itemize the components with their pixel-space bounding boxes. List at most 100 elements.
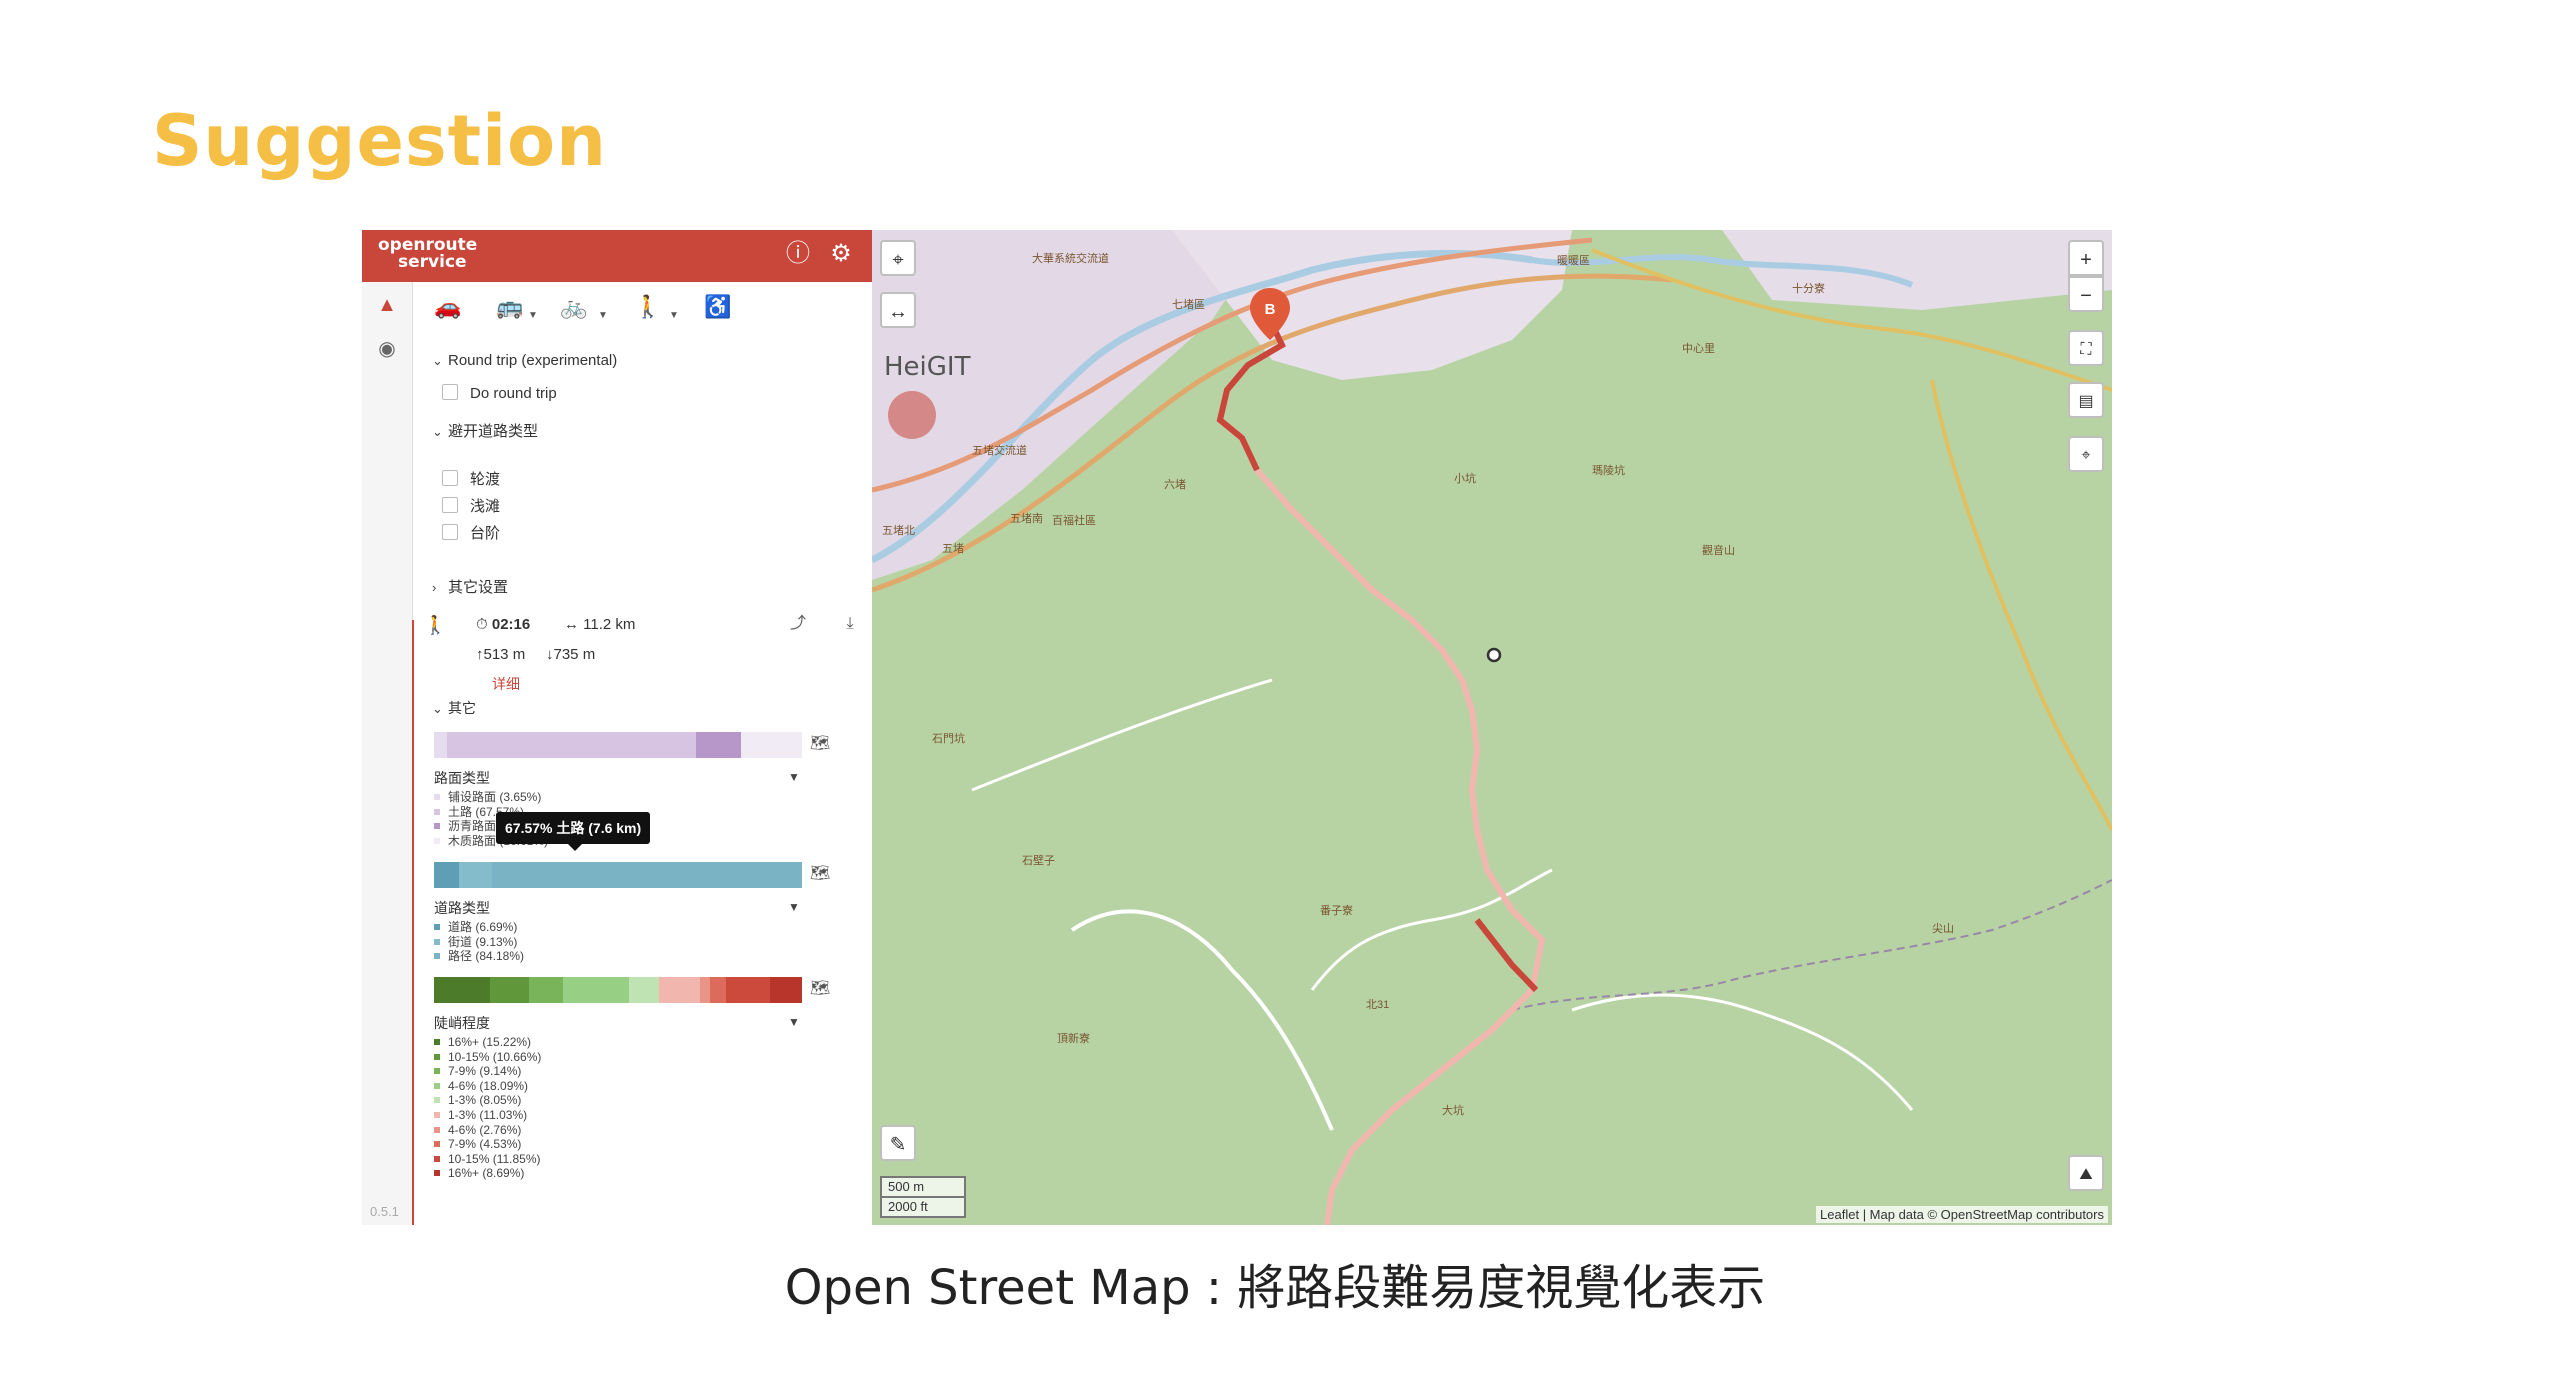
- steepness-bar-segment[interactable]: [726, 977, 770, 1003]
- avoid-ferry-option[interactable]: 轮渡: [442, 468, 500, 489]
- location-pin-icon[interactable]: ⌖: [880, 240, 916, 276]
- steepness-bar-segment[interactable]: [709, 977, 727, 1003]
- chevron-down-icon[interactable]: ▼: [669, 310, 679, 321]
- map-label: 大坑: [1442, 1105, 1464, 1117]
- route-line-steep[interactable]: [1216, 318, 1286, 472]
- map-icon[interactable]: 🗺: [808, 977, 832, 1001]
- ascent-value: 513 m: [483, 646, 526, 663]
- map-view[interactable]: B HeiGIT 七堵區 暖暖區 大華系統交流道 五堵交流道 百福社區 五堵北 …: [872, 230, 2112, 1225]
- slide-caption: Open Street Map : 將路段難易度視覺化表示: [784, 1260, 1766, 1316]
- avoid-ford-option[interactable]: 浅滩: [442, 495, 500, 516]
- steepness-bar-segment[interactable]: [658, 977, 700, 1003]
- steepness-bar-segment[interactable]: [562, 977, 630, 1003]
- river: [872, 249, 1533, 564]
- legend-swatch: [434, 1155, 440, 1162]
- avoid-ford-label: 浅滩: [470, 498, 501, 515]
- map-canvas[interactable]: B: [872, 230, 2112, 1225]
- avoid-ford-checkbox[interactable]: [442, 497, 458, 513]
- wheelchair-icon[interactable]: ♿: [698, 292, 738, 322]
- legend-label: 铺设路面 (3.65%): [448, 790, 542, 804]
- bike-icon[interactable]: 🚲: [554, 292, 594, 322]
- surface-bar-segment[interactable]: [447, 732, 697, 758]
- download-icon[interactable]: ⤓: [838, 612, 862, 636]
- waytype-bar-segment[interactable]: [434, 862, 459, 888]
- map-icon[interactable]: 🗺: [808, 862, 832, 886]
- measure-icon[interactable]: ↔: [880, 292, 916, 328]
- zoom-out-button[interactable]: −: [2068, 276, 2104, 312]
- steepness-legend-item: 4-6% (2.76%): [434, 1123, 541, 1138]
- scale-imperial: 2000 ft: [880, 1198, 966, 1218]
- gear-icon[interactable]: ⚙: [828, 241, 854, 267]
- steepness-legend-item: 7-9% (9.14%): [434, 1064, 541, 1079]
- route-line-steep[interactable]: [1474, 918, 1539, 993]
- chevron-down-icon[interactable]: ▼: [788, 1015, 800, 1029]
- avoid-heading-toggle[interactable]: ⌄ 避开道路类型: [432, 420, 538, 441]
- extra-info-toggle[interactable]: ⌄ 其它: [432, 698, 476, 718]
- steepness-bar[interactable]: [434, 977, 802, 1003]
- steepness-bar-segment[interactable]: [529, 977, 563, 1003]
- heigit-watermark: HeiGIT: [884, 352, 971, 382]
- ors-logo[interactable]: openroute service: [378, 237, 477, 271]
- route-hover-point[interactable]: [1486, 647, 1502, 663]
- urban-area: [1172, 230, 1572, 380]
- zoom-in-button[interactable]: +: [2068, 240, 2104, 276]
- steepness-bar-segment[interactable]: [489, 977, 530, 1003]
- other-settings-toggle[interactable]: › 其它设置: [432, 576, 508, 597]
- do-round-trip-checkbox[interactable]: [442, 384, 458, 400]
- other-settings-heading: 其它设置: [448, 579, 509, 596]
- details-link[interactable]: 详细: [492, 676, 520, 692]
- chevron-down-icon[interactable]: ▼: [528, 310, 538, 321]
- steepness-bar-segment[interactable]: [769, 977, 802, 1003]
- avoid-steps-checkbox[interactable]: [442, 524, 458, 540]
- avoid-ferry-label: 轮渡: [470, 471, 501, 488]
- steepness-legend-item: 10-15% (10.66%): [434, 1050, 541, 1065]
- duration-readout: ⏱ 02:16: [476, 616, 530, 633]
- surface-bar-segment[interactable]: [434, 732, 448, 758]
- steepness-bar-segment[interactable]: [629, 977, 659, 1003]
- legend-label: 街道 (9.13%): [448, 934, 518, 949]
- map-icon[interactable]: 🗺: [808, 732, 832, 756]
- steepness-bar-segment[interactable]: [699, 977, 710, 1003]
- place-icon[interactable]: ◉: [378, 338, 396, 360]
- map-attribution[interactable]: Leaflet | Map data © OpenStreetMap contr…: [1816, 1206, 2108, 1223]
- waytype-bar-segment[interactable]: [458, 862, 493, 888]
- surface-bar[interactable]: [434, 732, 802, 758]
- segment-tooltip: 67.57% 土路 (7.6 km): [496, 812, 651, 851]
- waytype-bar[interactable]: [434, 862, 802, 888]
- place-marker-icon[interactable]: ⌖: [2068, 436, 2104, 472]
- share-icon[interactable]: ⤴: [786, 612, 810, 636]
- elevation-profile-icon[interactable]: ⛰: [2068, 1155, 2104, 1191]
- heigit-logo-icon: [888, 391, 936, 439]
- map-layers-icon[interactable]: ▤: [2068, 382, 2104, 418]
- end-marker-label: B: [1265, 301, 1276, 318]
- map-label: 小坑: [1454, 473, 1476, 485]
- map-label: 五堵交流道: [972, 445, 1027, 457]
- surface-bar-segment[interactable]: [696, 732, 741, 758]
- route-line[interactable]: [1216, 318, 1546, 1225]
- bus-icon[interactable]: 🚌: [490, 292, 530, 322]
- chevron-down-icon[interactable]: ▼: [788, 770, 800, 784]
- steepness-legend-item: 16%+ (8.69%): [434, 1166, 541, 1181]
- walking-icon: 🚶: [424, 615, 447, 635]
- chevron-down-icon[interactable]: ▼: [598, 310, 608, 321]
- legend-label: 4-6% (2.76%): [448, 1122, 522, 1137]
- draw-icon[interactable]: ✎: [880, 1125, 916, 1161]
- steepness-bar-segment[interactable]: [434, 977, 490, 1003]
- do-round-trip-option[interactable]: Do round trip: [442, 384, 557, 402]
- avoid-ferry-checkbox[interactable]: [442, 470, 458, 486]
- distance-readout: ↔ 11.2 km: [564, 616, 635, 633]
- car-icon[interactable]: 🚗: [428, 292, 468, 322]
- fullscreen-icon[interactable]: ⛶: [2068, 330, 2104, 366]
- map-label: 頂新寮: [1057, 1033, 1090, 1045]
- avoid-steps-option[interactable]: 台阶: [442, 522, 500, 543]
- waytype-bar-segment[interactable]: [492, 862, 802, 888]
- distance-value: 11.2 km: [583, 616, 636, 633]
- info-icon[interactable]: ⓘ: [786, 240, 810, 267]
- waytype-legend-item: 街道 (9.13%): [434, 935, 524, 950]
- round-trip-toggle[interactable]: ⌄ Round trip (experimental): [432, 352, 617, 369]
- road-icon[interactable]: ▲: [377, 294, 397, 316]
- end-marker-icon[interactable]: [1250, 288, 1290, 340]
- walking-icon[interactable]: 🚶: [628, 292, 668, 322]
- chevron-down-icon[interactable]: ▼: [788, 900, 800, 914]
- surface-bar-segment[interactable]: [740, 732, 802, 758]
